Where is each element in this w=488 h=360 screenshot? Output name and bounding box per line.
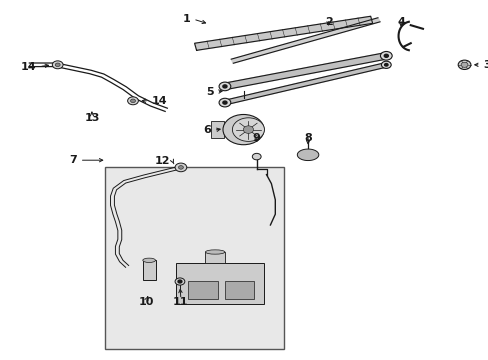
Circle shape xyxy=(384,54,387,57)
Circle shape xyxy=(381,61,390,68)
Circle shape xyxy=(178,280,182,283)
Circle shape xyxy=(52,61,63,69)
Text: 13: 13 xyxy=(84,113,100,123)
Text: 1: 1 xyxy=(183,14,190,24)
Bar xyxy=(205,252,224,263)
Text: 7: 7 xyxy=(69,155,77,165)
Circle shape xyxy=(55,63,60,67)
Circle shape xyxy=(460,62,467,67)
Polygon shape xyxy=(224,53,386,90)
Text: 11: 11 xyxy=(173,297,188,307)
Bar xyxy=(188,281,217,299)
Circle shape xyxy=(219,82,230,91)
Text: 2: 2 xyxy=(324,17,332,27)
Text: 3: 3 xyxy=(482,60,488,70)
Bar xyxy=(210,121,224,138)
Ellipse shape xyxy=(205,250,224,254)
Polygon shape xyxy=(224,63,386,105)
Text: 4: 4 xyxy=(396,17,404,27)
Ellipse shape xyxy=(142,258,155,262)
Text: 12: 12 xyxy=(154,156,170,166)
Polygon shape xyxy=(297,149,318,161)
Text: 9: 9 xyxy=(252,132,260,143)
Circle shape xyxy=(223,114,264,145)
Circle shape xyxy=(384,63,387,66)
Circle shape xyxy=(223,101,226,104)
Circle shape xyxy=(380,51,391,60)
Text: 5: 5 xyxy=(206,87,214,97)
Text: 14: 14 xyxy=(151,96,167,106)
Text: 8: 8 xyxy=(304,132,311,143)
Circle shape xyxy=(175,163,186,172)
Text: 10: 10 xyxy=(139,297,154,307)
Circle shape xyxy=(232,118,264,141)
Circle shape xyxy=(219,98,230,107)
Circle shape xyxy=(178,166,183,169)
Circle shape xyxy=(252,153,261,160)
Circle shape xyxy=(130,99,135,103)
Text: 14: 14 xyxy=(21,62,37,72)
Bar xyxy=(224,281,254,299)
Circle shape xyxy=(127,97,138,105)
Polygon shape xyxy=(194,16,372,50)
Polygon shape xyxy=(231,18,379,63)
Circle shape xyxy=(175,278,184,285)
Text: 6: 6 xyxy=(203,125,211,135)
Circle shape xyxy=(457,60,470,69)
Bar xyxy=(176,263,264,304)
Bar xyxy=(105,167,283,349)
Circle shape xyxy=(243,126,253,133)
Circle shape xyxy=(223,85,226,88)
Bar xyxy=(142,260,155,280)
